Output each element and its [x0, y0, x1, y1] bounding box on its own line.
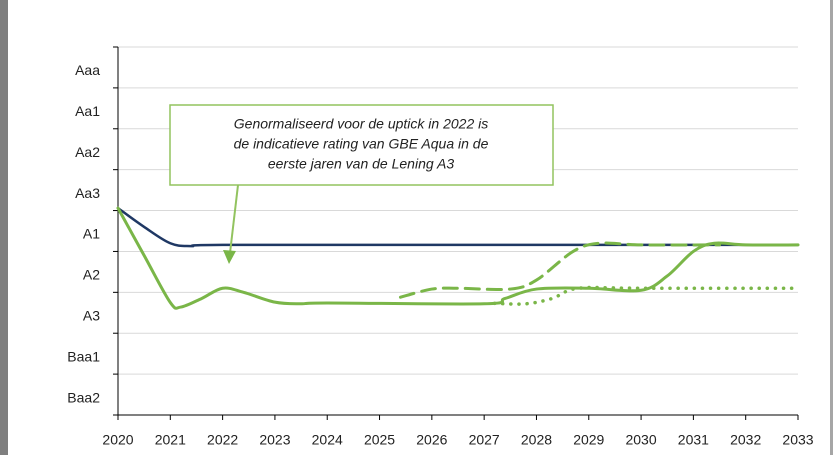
- annotation-line: de indicatieve rating van GBE Aqua in de: [234, 136, 489, 152]
- frame-left: [0, 0, 8, 455]
- x-tick-label: 2025: [364, 432, 395, 448]
- annotation-arrow: [223, 184, 239, 264]
- x-tick-label: 2028: [521, 432, 552, 448]
- y-tick-label: Aaa: [75, 62, 100, 78]
- x-tick-label: 2031: [678, 432, 709, 448]
- y-tick-label: Aa1: [75, 103, 100, 119]
- x-tick-label: 2020: [102, 432, 133, 448]
- x-tick-label: 2033: [782, 432, 813, 448]
- arrow-head: [223, 250, 236, 264]
- x-tick-label: 2026: [416, 432, 447, 448]
- series-line: [116, 206, 800, 310]
- frame-right: [830, 0, 833, 455]
- annotation: Genormaliseerd voor de uptick in 2022 is…: [169, 104, 554, 186]
- y-tick-label: Baa1: [67, 348, 100, 364]
- series-line: [116, 206, 800, 248]
- x-tick-label: 2024: [312, 432, 343, 448]
- series-line: [492, 285, 800, 306]
- y-tick-label: A2: [83, 267, 100, 283]
- x-tick-label: 2022: [207, 432, 238, 448]
- annotation-line: eerste jaren van de Lening A3: [268, 156, 454, 172]
- y-tick-label: Aa2: [75, 144, 100, 160]
- x-tick-label: 2023: [259, 432, 290, 448]
- y-tick-label: Baa2: [67, 389, 100, 405]
- x-tick-label: 2032: [730, 432, 761, 448]
- annotation-box: [169, 104, 554, 186]
- y-tick-label: A3: [83, 307, 100, 323]
- x-tick-label: 2030: [625, 432, 656, 448]
- x-tick-label: 2021: [155, 432, 186, 448]
- series-line: [398, 241, 722, 299]
- x-tick-label: 2029: [573, 432, 604, 448]
- x-tick-label: 2027: [469, 432, 500, 448]
- y-tick-label: A1: [83, 226, 100, 242]
- y-tick-label: Aa3: [75, 185, 100, 201]
- annotation-line: Genormaliseerd voor de uptick in 2022 is: [234, 116, 488, 132]
- arrow-shaft: [229, 184, 239, 254]
